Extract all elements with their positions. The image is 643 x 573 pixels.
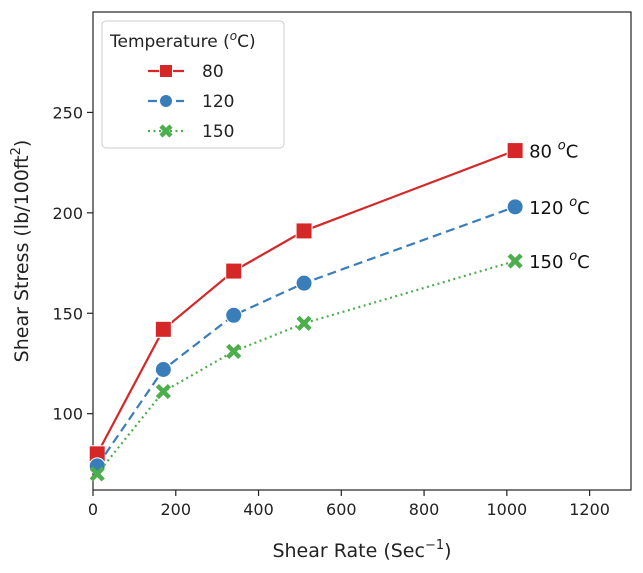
legend-box — [101, 20, 285, 149]
series-end-label-unit: C — [566, 142, 579, 163]
data-point-120 — [225, 306, 243, 324]
x-axis-title-superscript: −1 — [425, 538, 444, 553]
data-point-120 — [506, 198, 524, 216]
series-end-label-150: 150 oC — [529, 249, 590, 273]
data-point-80 — [295, 222, 313, 240]
y-axis-title-end: ) — [11, 140, 33, 147]
data-point-150 — [226, 343, 242, 360]
x-axis-title-end: ) — [444, 540, 451, 562]
y-tick-label: 200 — [52, 204, 83, 223]
series-end-label-superscript: o — [569, 195, 577, 210]
data-point-150 — [155, 383, 171, 400]
series-end-label-text: 80 — [529, 142, 558, 163]
legend-marker-120 — [159, 94, 173, 108]
legend-entry-120: 120 — [202, 92, 234, 112]
y-axis-title-superscript: 2 — [9, 147, 24, 155]
data-point-150 — [507, 253, 523, 269]
series-end-label-unit: C — [577, 252, 590, 273]
data-point-80 — [506, 142, 524, 160]
legend-entry-80: 80 — [202, 62, 224, 82]
series-end-label-text: 120 — [529, 198, 569, 219]
x-axis-title-text: Shear Rate (Sec — [272, 540, 425, 562]
series-line-150 — [96, 259, 516, 475]
y-tick-label: 250 — [52, 103, 83, 122]
plot-frame — [92, 11, 632, 491]
y-axis-title-text: Shear Stress (lb/100ft — [11, 155, 33, 362]
y-tick-label: 100 — [52, 405, 83, 424]
data-point-80 — [225, 262, 243, 280]
legend-marker-80 — [159, 64, 173, 78]
x-axis-title: Shear Rate (Sec−1) — [272, 538, 451, 562]
y-axis-title: Shear Stress (lb/100ft2) — [9, 140, 33, 363]
series-line-80 — [96, 149, 516, 455]
series-end-label-80: 80 oC — [529, 139, 578, 163]
x-tick-label: 1200 — [569, 500, 610, 519]
x-tick-label: 400 — [243, 500, 274, 519]
x-tick-label: 800 — [409, 500, 440, 519]
legend-title-text: Temperature ( — [109, 32, 230, 52]
x-tick-label: 200 — [160, 500, 191, 519]
series-end-label-superscript: o — [558, 139, 566, 154]
legend-title: Temperature (oC) — [109, 29, 256, 52]
y-tick-label: 150 — [52, 304, 83, 323]
series-end-label-120: 120 oC — [529, 195, 590, 219]
data-point-80 — [154, 320, 172, 338]
series-end-label-superscript: o — [569, 249, 577, 264]
legend-title-superscript: o — [230, 29, 237, 43]
x-tick-label: 1000 — [486, 500, 527, 519]
legend-marker-150 — [159, 124, 173, 138]
data-point-120 — [154, 360, 172, 378]
data-point-120 — [295, 274, 313, 292]
legend-entry-150: 150 — [202, 122, 234, 142]
x-tick-label: 0 — [88, 500, 98, 519]
series-end-label-unit: C — [577, 198, 590, 219]
data-point-150 — [296, 315, 312, 331]
series-end-label-text: 150 — [529, 252, 569, 273]
x-tick-label: 600 — [326, 500, 357, 519]
legend-title-end: C) — [237, 32, 256, 52]
series-line-120 — [96, 205, 516, 467]
data-point-150 — [89, 466, 105, 482]
